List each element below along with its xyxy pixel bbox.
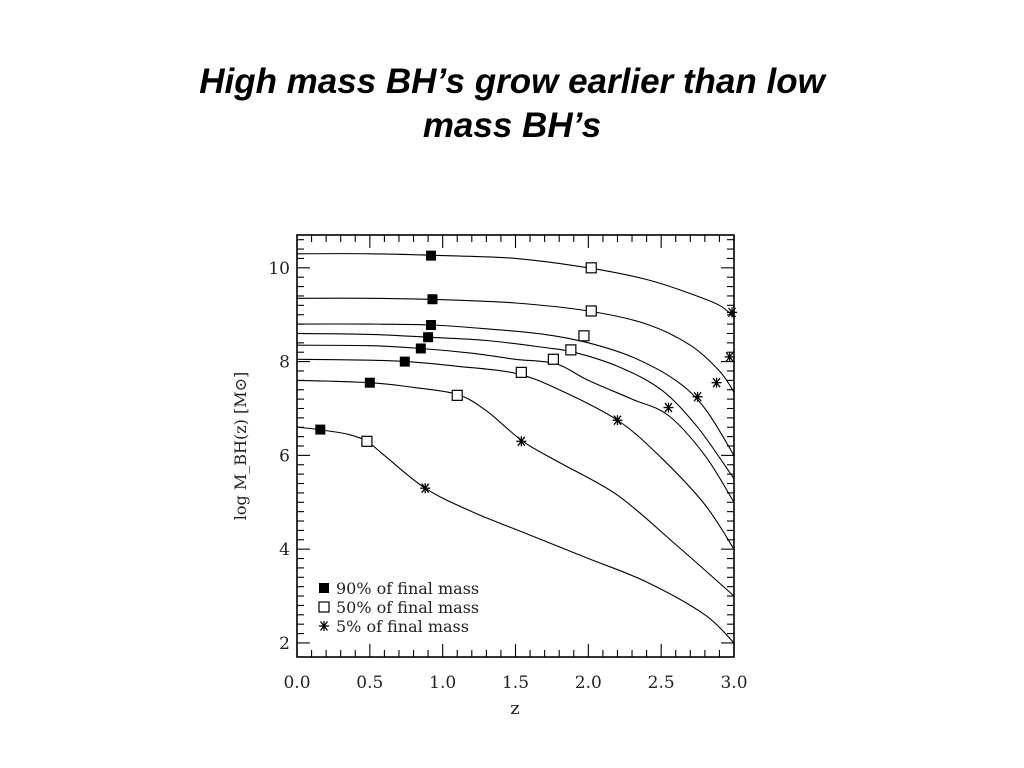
x-axis-label: z — [510, 698, 519, 719]
marker-5pct — [692, 391, 703, 402]
marker-90pct — [426, 250, 437, 261]
x-tick-label: 1.5 — [502, 673, 529, 693]
y-tick-label: 6 — [279, 446, 290, 466]
marker-5pct — [711, 377, 722, 388]
y-tick-label: 2 — [279, 634, 290, 654]
growth-curve-8 — [296, 426, 735, 644]
marker-50pct — [578, 330, 590, 342]
slide-title-line-1: High mass BH’s grow earlier than low — [199, 62, 825, 101]
growth-curves — [296, 253, 735, 644]
marker-90pct — [423, 332, 434, 343]
marker-50pct — [361, 435, 373, 447]
legend-label-1: 90% of final mass — [336, 579, 479, 598]
growth-curve-6 — [296, 358, 735, 550]
marker-50pct — [451, 389, 463, 401]
marker-5pct — [516, 436, 527, 447]
x-tick-label: 3.0 — [720, 673, 747, 693]
y-tick-label: 4 — [279, 540, 290, 560]
marker-50pct — [585, 262, 597, 274]
legend-marker-3 — [319, 621, 329, 631]
marker-50pct — [515, 366, 527, 378]
y-axis-label: log M_BH(z) [M⊙] — [231, 372, 250, 520]
legend-label-2: 50% of final mass — [336, 598, 479, 617]
y-tick-labels: 2 4 6 8 10 — [268, 259, 290, 654]
marker-5pct — [663, 402, 674, 413]
marker-5pct — [612, 415, 623, 426]
marker-5pct — [724, 351, 735, 362]
y-tick-label: 10 — [268, 259, 290, 279]
marker-90pct — [426, 320, 437, 331]
legend-marker-1 — [319, 583, 329, 593]
marker-5pct — [420, 483, 431, 494]
x-tick-label: 2.0 — [575, 673, 602, 693]
marker-90pct — [427, 294, 438, 305]
x-tick-label: 1.0 — [429, 673, 456, 693]
growth-curve-4 — [296, 332, 735, 480]
x-tick-label: 2.5 — [648, 673, 675, 693]
marker-90pct — [415, 343, 426, 354]
legend-label-3: 5% of final mass — [336, 617, 469, 636]
marker-50pct — [547, 353, 559, 365]
marker-50pct — [585, 305, 597, 317]
growth-curve-3 — [296, 323, 735, 456]
marker-5pct — [727, 307, 737, 318]
x-tick-labels: 0.0 0.5 1.0 1.5 2.0 2.5 3.0 — [283, 673, 747, 693]
marker-90pct — [364, 377, 375, 388]
x-tick-label: 0.5 — [356, 673, 383, 693]
y-tick-label: 8 — [279, 353, 290, 373]
marker-90pct — [315, 424, 326, 435]
growth-curve-2 — [296, 297, 735, 393]
slide-title-line-2: mass BH’s — [422, 106, 602, 145]
marker-50pct — [565, 344, 577, 356]
x-tick-label: 0.0 — [283, 673, 310, 693]
growth-curve-7 — [296, 379, 735, 597]
marker-90pct — [399, 356, 410, 367]
legend-marker-2 — [318, 601, 330, 613]
growth-curve-5 — [296, 344, 735, 503]
slide-title: High mass BH’s grow earlier than low mas… — [112, 60, 912, 148]
data-markers — [315, 250, 737, 494]
growth-curve-1 — [296, 253, 735, 318]
